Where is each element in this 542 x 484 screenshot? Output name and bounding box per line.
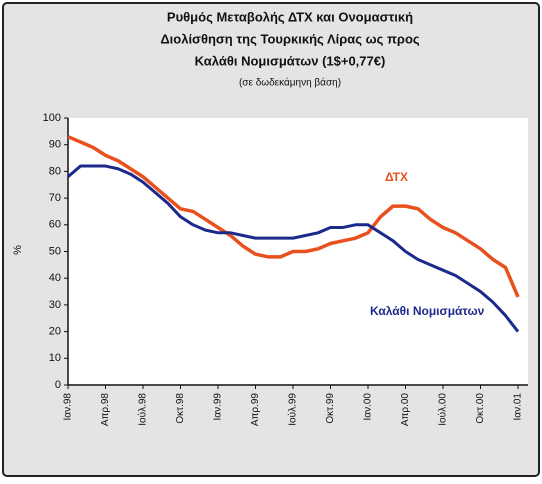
y-tick-label: 20 xyxy=(49,326,61,338)
x-tick-label: Οκτ.99 xyxy=(325,393,336,424)
series-label: ΔΤΧ xyxy=(385,170,408,184)
y-axis-label: % xyxy=(12,245,24,255)
x-tick-label: Οκτ.00 xyxy=(475,393,486,424)
chart-subtitle: (σε δωδεκάμηνη βάση) xyxy=(239,77,341,89)
series-label: Καλάθι Νομισμάτων xyxy=(370,304,485,318)
y-tick-label: 30 xyxy=(49,299,61,311)
series-line xyxy=(67,135,520,298)
y-tick-label: 80 xyxy=(49,165,61,177)
y-tick-label: 40 xyxy=(49,272,61,284)
x-tick-label: Ιούλ.00 xyxy=(437,393,449,426)
x-tick-label: Απρ.99 xyxy=(250,393,261,427)
y-tick-label: 100 xyxy=(43,112,61,124)
y-tick-label: 0 xyxy=(55,379,61,391)
x-tick-label: Οκτ.98 xyxy=(175,393,186,424)
x-tick-label: Ιαν.00 xyxy=(363,393,374,421)
y-tick-label: 10 xyxy=(49,352,61,364)
y-tick-label: 50 xyxy=(49,245,61,257)
x-tick-label: Ιαν.99 xyxy=(213,393,224,421)
x-tick-label: Ιούλ.99 xyxy=(287,393,299,426)
x-tick-label: Ιαν.01 xyxy=(513,393,524,421)
x-tick-label: Ιούλ.98 xyxy=(137,393,149,426)
y-tick-label: 70 xyxy=(49,192,61,204)
chart-title: Ρυθμός Μεταβολής ΔΤΧ και Ονομαστική xyxy=(167,9,413,24)
x-tick-label: Απρ.98 xyxy=(100,393,111,427)
chart-title: Διολίσθηση της Τουρκικής Λίρας ως προς xyxy=(160,31,420,46)
x-tick-label: Ιαν.98 xyxy=(63,393,74,421)
y-tick-label: 90 xyxy=(49,139,61,151)
series-line xyxy=(67,164,520,333)
x-tick-label: Απρ.00 xyxy=(400,393,411,427)
y-tick-label: 60 xyxy=(49,219,61,231)
chart-title: Καλάθι Νομισμάτων (1$+0,77€) xyxy=(195,53,386,68)
